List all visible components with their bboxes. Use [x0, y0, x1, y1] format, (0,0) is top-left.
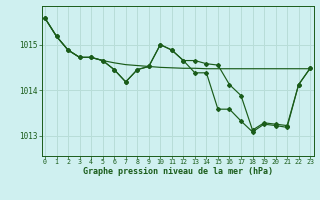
X-axis label: Graphe pression niveau de la mer (hPa): Graphe pression niveau de la mer (hPa) [83, 167, 273, 176]
